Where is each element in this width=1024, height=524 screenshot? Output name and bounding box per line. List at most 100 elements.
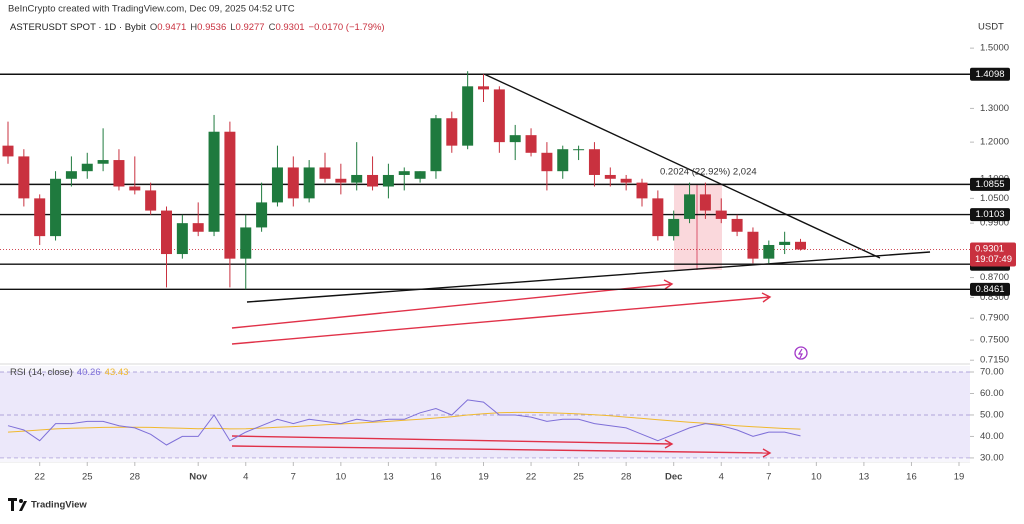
x-tick-label: 25 bbox=[82, 472, 93, 483]
candle-body bbox=[636, 182, 648, 199]
arrow-head bbox=[762, 448, 772, 458]
candle-body bbox=[620, 178, 632, 183]
rsi-tick-label: 60.00 bbox=[980, 388, 1004, 399]
candle-body bbox=[113, 160, 125, 187]
candle-body bbox=[699, 194, 711, 211]
rsi-ma-line bbox=[7, 411, 801, 433]
arrow-head bbox=[761, 292, 772, 303]
event-icon[interactable] bbox=[794, 346, 808, 360]
x-tick-label: 28 bbox=[130, 472, 141, 483]
candle-body bbox=[18, 156, 30, 199]
x-tick-label: 22 bbox=[34, 472, 45, 483]
y-tick-label: 0.7500 bbox=[980, 335, 1009, 346]
x-tick-label: 7 bbox=[766, 472, 771, 483]
candle-body bbox=[414, 171, 426, 179]
candle-body bbox=[367, 174, 379, 187]
candle-body bbox=[97, 160, 109, 164]
candle-body bbox=[303, 167, 315, 199]
rsi-band bbox=[0, 371, 970, 459]
candle-body bbox=[192, 223, 204, 232]
rsi-ma-value: 43.43 bbox=[105, 367, 129, 378]
candle-body bbox=[763, 244, 775, 259]
candle-body bbox=[351, 174, 363, 183]
candle-body bbox=[176, 223, 188, 255]
candle-body bbox=[652, 198, 664, 237]
countdown: 19:07:49 bbox=[975, 254, 1012, 265]
measure-label: 0.2024 (22.92%) 2,024 bbox=[660, 167, 757, 178]
rsi-tick-label: 40.00 bbox=[980, 431, 1004, 442]
price-tag-label: 0.9301 bbox=[975, 243, 1004, 254]
rsi-line bbox=[7, 399, 801, 446]
candle-body bbox=[271, 167, 283, 203]
arrow bbox=[231, 283, 673, 329]
y-tick-label: 0.8300 bbox=[980, 292, 1009, 303]
level-label: 1.0103 bbox=[975, 209, 1004, 220]
x-tick-label: 10 bbox=[336, 472, 347, 483]
level-tag bbox=[970, 282, 1010, 296]
candle-body bbox=[2, 145, 14, 157]
level-label: 0.8461 bbox=[975, 284, 1004, 295]
x-tick-label: 19 bbox=[954, 472, 965, 483]
measure-box bbox=[674, 184, 722, 270]
credit: BeInCrypto created with TradingView.com,… bbox=[8, 4, 295, 15]
price-tag bbox=[970, 242, 1016, 267]
arrow bbox=[231, 296, 771, 345]
arrow bbox=[231, 445, 771, 454]
rsi-title: RSI (14, close) bbox=[10, 367, 73, 378]
arrow bbox=[231, 435, 673, 445]
candle-body bbox=[525, 135, 537, 153]
candle-body bbox=[145, 190, 157, 211]
candle-body bbox=[446, 118, 458, 146]
rsi-tick-label: 30.00 bbox=[980, 452, 1004, 463]
candle-body bbox=[81, 163, 93, 172]
x-tick-label: 28 bbox=[621, 472, 632, 483]
x-tick-label: Dec bbox=[665, 472, 682, 483]
candle-body bbox=[462, 86, 474, 146]
x-tick-label: 10 bbox=[811, 472, 822, 483]
candle-body bbox=[240, 227, 252, 259]
candle-body bbox=[256, 202, 268, 228]
logo-mark bbox=[19, 501, 27, 511]
candle-body bbox=[430, 118, 442, 172]
level-tag bbox=[970, 67, 1010, 81]
x-tick-label: 16 bbox=[431, 472, 442, 483]
candle-body bbox=[335, 178, 347, 183]
symbol-legend: ASTERUSDT SPOT · 1D · Bybit O0.9471 H0.953… bbox=[10, 22, 385, 33]
level-label: 1.0855 bbox=[975, 179, 1004, 190]
candle-body bbox=[541, 152, 553, 172]
rsi-value: 40.26 bbox=[77, 367, 101, 378]
candle-body bbox=[604, 174, 616, 179]
y-tick-label: 1.5000 bbox=[980, 43, 1009, 54]
y-tick-label: 0.7150 bbox=[980, 355, 1009, 366]
legend-label: L bbox=[230, 22, 235, 33]
currency: USDT bbox=[978, 22, 1004, 33]
y-tick-label: 0.7900 bbox=[980, 313, 1009, 324]
candle-body bbox=[34, 198, 46, 237]
y-tick-label: 1.3000 bbox=[980, 103, 1009, 114]
candle-body bbox=[161, 210, 172, 255]
legend-value: 0.9301 bbox=[275, 22, 304, 33]
candle-body bbox=[779, 241, 791, 245]
x-tick-label: 7 bbox=[291, 472, 296, 483]
legend-value: 0.9536 bbox=[197, 22, 226, 33]
candle-body bbox=[65, 171, 77, 179]
candle-body bbox=[509, 135, 521, 143]
rsi-tick-label: 50.00 bbox=[980, 409, 1004, 420]
logo-mark bbox=[8, 498, 17, 511]
candle-body bbox=[588, 149, 600, 175]
x-tick-label: 13 bbox=[859, 472, 870, 483]
legend-value: 0.9471 bbox=[157, 22, 186, 33]
x-tick-label: Nov bbox=[189, 472, 208, 483]
candle-body bbox=[795, 241, 806, 250]
divergence-arrows bbox=[231, 279, 772, 458]
y-tick-label: 1.2000 bbox=[980, 137, 1009, 148]
legend-change: −0.0170 (−1.79%) bbox=[309, 22, 385, 33]
rsi-legend: RSI (14, close) 40.26 43.43 bbox=[10, 367, 128, 378]
level-tag bbox=[970, 177, 1010, 191]
x-tick-label: 25 bbox=[573, 472, 584, 483]
logo: TradingView bbox=[8, 498, 87, 511]
candle-body bbox=[50, 178, 62, 237]
candle-body bbox=[557, 149, 569, 172]
rsi-tick-label: 70.00 bbox=[980, 367, 1004, 378]
legend-value: 0.9277 bbox=[236, 22, 265, 33]
